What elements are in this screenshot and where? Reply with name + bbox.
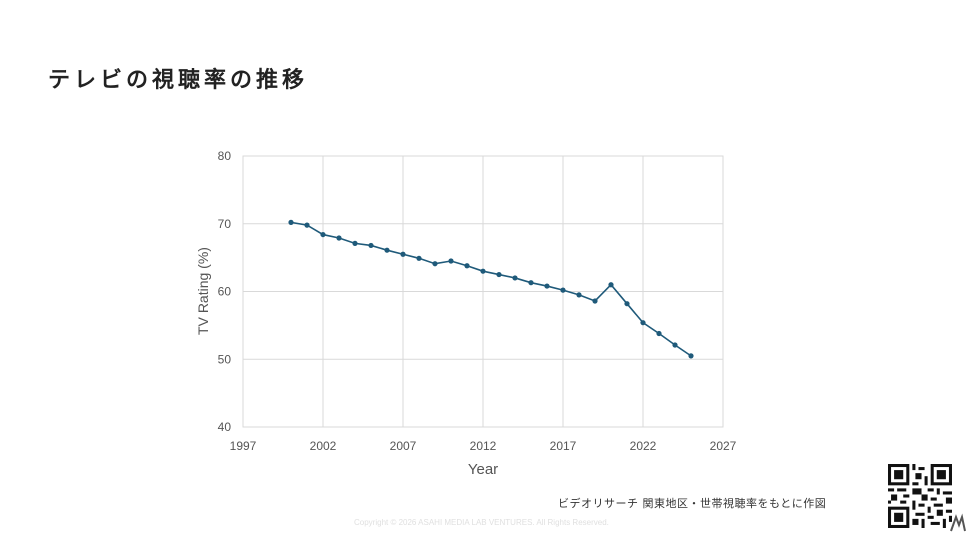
data-point xyxy=(432,261,438,267)
x-tick-label: 2002 xyxy=(310,439,337,453)
x-tick-label: 2007 xyxy=(390,439,417,453)
x-tick-label: 2027 xyxy=(710,439,737,453)
plot-frame xyxy=(242,155,724,428)
data-point xyxy=(288,219,294,225)
y-axis-label: TV Rating (%) xyxy=(195,247,211,335)
data-point xyxy=(608,282,614,288)
data-point xyxy=(304,222,310,228)
y-tick-label: 60 xyxy=(218,285,232,299)
chart-series xyxy=(288,219,694,359)
data-point xyxy=(384,247,390,253)
data-point xyxy=(480,268,486,274)
data-point xyxy=(336,235,342,241)
data-point xyxy=(528,280,534,286)
data-point xyxy=(464,263,470,269)
data-point xyxy=(576,292,582,298)
y-tick-label: 80 xyxy=(218,149,232,163)
x-tick-label: 2012 xyxy=(470,439,497,453)
data-point xyxy=(688,353,694,359)
data-point xyxy=(448,258,454,264)
brand-logo-icon xyxy=(950,513,966,532)
x-tick-label: 2017 xyxy=(550,439,577,453)
chart-axes xyxy=(242,155,724,428)
data-point xyxy=(672,342,678,348)
x-tick-label: 1997 xyxy=(230,439,257,453)
data-point xyxy=(352,240,358,246)
page-title: テレビの視聴率の推移 xyxy=(48,68,309,93)
x-axis-label: Year xyxy=(468,461,498,478)
chart-grid xyxy=(242,155,724,428)
x-tick-label: 2022 xyxy=(630,439,657,453)
data-point xyxy=(560,287,566,293)
data-point xyxy=(496,271,502,278)
data-point xyxy=(512,275,518,281)
data-point xyxy=(368,242,374,249)
y-tick-label: 40 xyxy=(218,420,232,434)
copyright-text: Copyright © 2026 ASAHI MEDIA LAB VENTURE… xyxy=(354,518,609,527)
data-point xyxy=(400,251,406,257)
series-line xyxy=(290,221,692,357)
data-point xyxy=(544,283,550,289)
data-point xyxy=(624,301,630,307)
data-point xyxy=(320,231,326,238)
data-point xyxy=(656,330,662,337)
source-note: ビデオリサーチ 関東地区・世帯視聴率をもとに作図 xyxy=(558,497,827,510)
data-point xyxy=(592,298,598,304)
chart-tick-labels: 1997 2002 2007 2012 2017 2022 2027 40 50 60 70 80 xyxy=(218,149,737,453)
qr-code-icon xyxy=(888,464,952,528)
y-tick-label: 50 xyxy=(218,352,232,366)
data-point xyxy=(416,255,422,261)
y-tick-label: 70 xyxy=(218,217,232,231)
data-point xyxy=(640,320,646,326)
